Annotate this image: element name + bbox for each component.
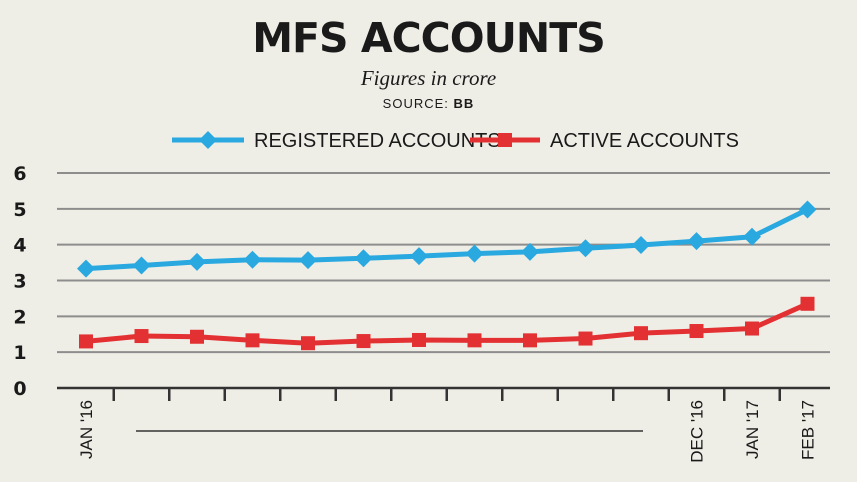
y-tick-label: 6 bbox=[13, 163, 26, 185]
data-point-active bbox=[301, 336, 315, 351]
data-point-active bbox=[578, 331, 593, 346]
data-point-registered bbox=[410, 247, 428, 266]
data-point-registered bbox=[687, 232, 706, 251]
y-tick-label: 1 bbox=[13, 342, 26, 364]
y-tick-label: 3 bbox=[13, 271, 26, 293]
data-point-registered bbox=[465, 244, 484, 263]
data-point-registered bbox=[632, 236, 650, 255]
data-point-active bbox=[79, 334, 93, 349]
data-point-registered bbox=[743, 227, 761, 246]
data-point-registered bbox=[243, 250, 262, 269]
data-point-registered bbox=[521, 242, 539, 261]
series-line-registered bbox=[85, 207, 809, 272]
data-point-registered bbox=[77, 259, 95, 278]
data-point-registered bbox=[188, 252, 206, 271]
data-point-registered bbox=[132, 256, 151, 275]
legend-label: ACTIVE ACCOUNTS bbox=[550, 130, 739, 152]
source-note: SOURCE: BB bbox=[0, 96, 857, 111]
data-point-active bbox=[412, 332, 426, 347]
x-tick-label: JAN '16 bbox=[77, 400, 96, 459]
data-point-active bbox=[467, 333, 482, 348]
data-point-active bbox=[745, 321, 759, 336]
data-point-active bbox=[190, 329, 204, 344]
legend-marker-diamond bbox=[199, 131, 217, 149]
chart-subtitle: Figures in crore bbox=[360, 66, 497, 90]
series-line-active bbox=[85, 301, 809, 346]
x-tick-label: JAN '17 bbox=[743, 400, 762, 459]
legend-label: REGISTERED ACCOUNTS bbox=[254, 130, 501, 152]
data-point-active bbox=[634, 326, 648, 341]
data-point-active bbox=[523, 333, 537, 348]
y-tick-label: 2 bbox=[13, 306, 26, 328]
data-point-active bbox=[134, 329, 149, 344]
data-point-registered bbox=[354, 249, 373, 268]
data-point-registered bbox=[299, 251, 317, 270]
y-tick-label: 5 bbox=[13, 199, 26, 221]
legend-marker-square bbox=[498, 133, 512, 147]
data-point-active bbox=[800, 296, 815, 311]
y-tick-label: 4 bbox=[13, 235, 26, 257]
source-label: SOURCE: bbox=[382, 96, 449, 111]
chart-title: MFS ACCOUNTS bbox=[252, 14, 605, 62]
data-point-active bbox=[689, 324, 704, 339]
data-point-active bbox=[356, 334, 371, 349]
data-point-registered bbox=[576, 239, 595, 258]
x-tick-label: DEC '16 bbox=[688, 400, 707, 463]
source-value: BB bbox=[453, 96, 475, 111]
y-tick-label: 0 bbox=[13, 378, 26, 400]
data-point-registered bbox=[798, 200, 817, 219]
data-point-active bbox=[245, 333, 260, 348]
x-tick-label: FEB '17 bbox=[799, 400, 818, 460]
